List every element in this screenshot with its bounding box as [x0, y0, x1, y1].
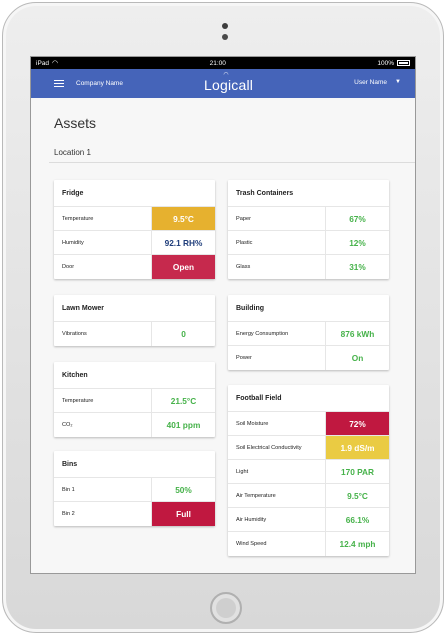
status-bar: iPad ◠ 21:00 100%	[31, 57, 415, 69]
row-label: Temperature	[54, 207, 152, 230]
row-value: Full	[152, 502, 215, 526]
row-value: 876 kWh	[340, 328, 375, 339]
card-title: Football Field	[228, 385, 389, 412]
row-value: 72%	[326, 412, 389, 435]
table-row: Bin 2 Full	[54, 502, 215, 526]
row-value: 9.5°C	[152, 207, 215, 230]
card-title: Building	[228, 295, 389, 322]
camera-icon	[222, 23, 228, 29]
table-row: Plastic 12%	[228, 231, 389, 255]
row-label: Bin 2	[54, 502, 152, 526]
row-label: Air Humidity	[228, 508, 326, 531]
card-title: Lawn Mower	[54, 295, 215, 322]
home-button[interactable]	[210, 592, 242, 624]
table-row: Humidity 92.1 RH%	[54, 231, 215, 255]
company-name[interactable]: Company Name	[76, 80, 123, 87]
table-row: Light 170 PAR	[228, 460, 389, 484]
table-row: Soil Moisture 72%	[228, 412, 389, 436]
divider	[49, 162, 415, 163]
sensor-icon	[222, 34, 228, 40]
row-label: Plastic	[228, 231, 326, 254]
card-title: Bins	[54, 451, 215, 478]
row-label: Air Temperature	[228, 484, 326, 507]
table-row: Glass 31%	[228, 255, 389, 279]
main-content: Assets Location 1 Fridge Temperature 9.5…	[31, 98, 415, 573]
row-value: 0	[181, 329, 186, 339]
user-name[interactable]: User Name	[354, 79, 387, 86]
row-label: Power	[228, 346, 326, 370]
table-row: Bin 1 50%	[54, 478, 215, 502]
wifi-logo-icon: ◠	[223, 72, 229, 78]
card-building[interactable]: Building Energy Consumption 876 kWh Powe…	[228, 295, 389, 370]
row-value: 21.5°C	[170, 395, 197, 406]
card-title: Kitchen	[54, 362, 215, 389]
table-row: Temperature 21.5°C	[54, 389, 215, 413]
device-label: iPad	[36, 59, 50, 67]
row-value: 401 ppm	[166, 420, 201, 430]
card-lawn-mower[interactable]: Lawn Mower Vibrations 0	[54, 295, 215, 346]
row-label: Paper	[228, 207, 326, 230]
row-value: 67%	[349, 213, 366, 224]
row-value: 66.1%	[345, 514, 370, 525]
card-football-field[interactable]: Football Field Soil Moisture 72% Soil El…	[228, 385, 389, 556]
battery-icon	[397, 60, 410, 66]
row-value: 1.9 dS/m	[326, 436, 389, 459]
row-value: 92.1 RH%	[164, 237, 203, 248]
card-trash-containers[interactable]: Trash Containers Paper 67% Plastic 12% G…	[228, 180, 389, 279]
row-label: CO₂	[54, 413, 152, 437]
card-title: Trash Containers	[228, 180, 389, 207]
table-row: Door Open	[54, 255, 215, 279]
table-row: CO₂ 401 ppm	[54, 413, 215, 437]
table-row: Paper 67%	[228, 207, 389, 231]
row-value: 170 PAR	[340, 466, 375, 477]
row-label: Soil Moisture	[228, 412, 326, 435]
location-heading: Location 1	[54, 148, 91, 157]
battery-percent: 100%	[377, 59, 394, 67]
row-label: Glass	[228, 255, 326, 279]
row-label: Wind Speed	[228, 532, 326, 556]
row-value: 12.4 mph	[339, 539, 376, 549]
row-label: Energy Consumption	[228, 322, 326, 345]
chevron-down-icon[interactable]: ▼	[395, 79, 401, 85]
table-row: Air Humidity 66.1%	[228, 508, 389, 532]
table-row: Wind Speed 12.4 mph	[228, 532, 389, 556]
row-label: Humidity	[54, 231, 152, 254]
row-value: 12%	[349, 237, 366, 248]
table-row: Temperature 9.5°C	[54, 207, 215, 231]
logo: ◠ Logicall	[204, 72, 254, 93]
table-row: Energy Consumption 876 kWh	[228, 322, 389, 346]
logo-text: Logicall	[204, 77, 254, 93]
row-label: Vibrations	[54, 322, 152, 346]
row-value: 50%	[175, 484, 192, 495]
row-value: On	[351, 353, 364, 363]
table-row: Vibrations 0	[54, 322, 215, 346]
row-value: 9.5°C	[347, 490, 368, 501]
card-bins[interactable]: Bins Bin 1 50% Bin 2 Full	[54, 451, 215, 526]
clock: 21:00	[209, 59, 226, 67]
table-row: Air Temperature 9.5°C	[228, 484, 389, 508]
row-label: Temperature	[54, 389, 152, 412]
page-title: Assets	[54, 115, 97, 131]
card-title: Fridge	[54, 180, 215, 207]
app-bar: Company Name ◠ Logicall User Name ▼	[31, 69, 415, 98]
card-fridge[interactable]: Fridge Temperature 9.5°C Humidity 92.1 R…	[54, 180, 215, 279]
card-kitchen[interactable]: Kitchen Temperature 21.5°C CO₂ 401 ppm	[54, 362, 215, 437]
row-label: Bin 1	[54, 478, 152, 501]
table-row: Soil Electrical Conductivity 1.9 dS/m	[228, 436, 389, 460]
hamburger-menu-icon[interactable]	[54, 80, 64, 87]
row-label: Soil Electrical Conductivity	[228, 436, 326, 459]
screen: iPad ◠ 21:00 100% Company Name ◠ Logical…	[30, 56, 416, 574]
row-label: Light	[228, 460, 326, 483]
row-value: Open	[152, 255, 215, 279]
wifi-icon: ◠	[52, 60, 59, 67]
row-label: Door	[54, 255, 152, 279]
row-value: 31%	[349, 262, 366, 272]
table-row: Power On	[228, 346, 389, 370]
